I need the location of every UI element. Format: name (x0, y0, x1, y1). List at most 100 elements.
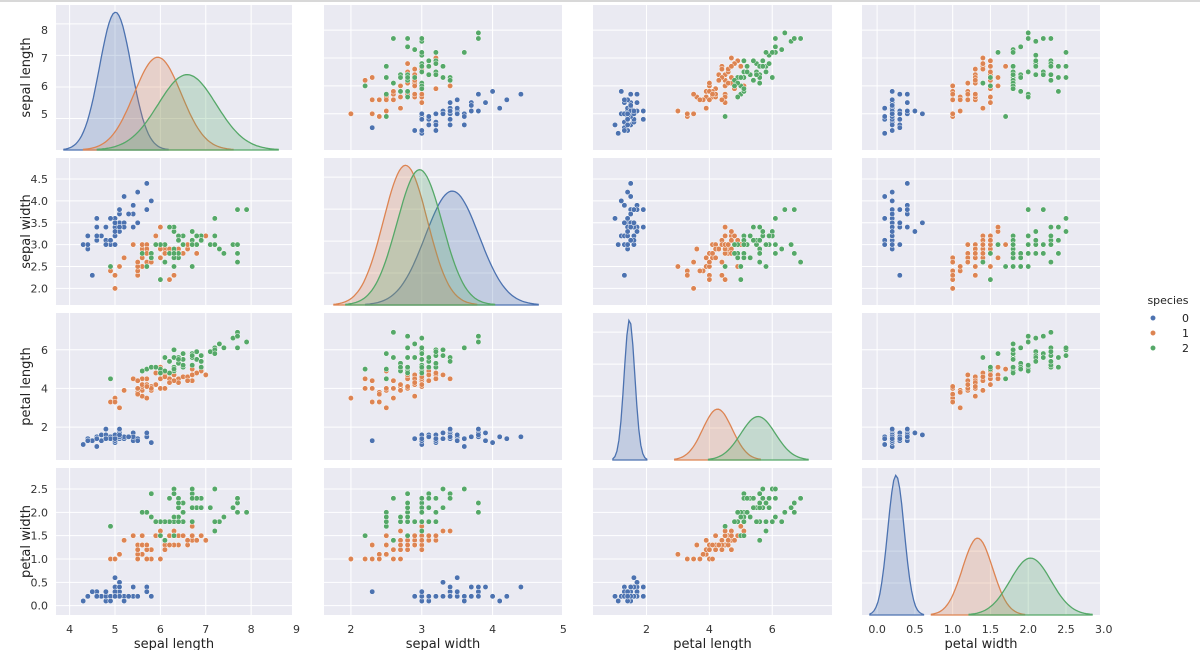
scatter-point-species-1 (411, 393, 418, 400)
scatter-point-species-2 (756, 224, 763, 231)
scatter-point-species-2 (763, 68, 769, 75)
scatter-point-species-2 (1017, 43, 1024, 50)
scatter-point-species-2 (1055, 63, 1062, 70)
scatter-point-species-2 (161, 259, 168, 266)
scatter-point-species-2 (440, 486, 446, 492)
scatter-point-species-2 (216, 246, 223, 252)
panel-r2-c2 (593, 313, 832, 460)
scatter-point-species-2 (1063, 228, 1069, 235)
scatter-point-species-0 (640, 224, 647, 231)
legend-title: species (1147, 294, 1188, 307)
scatter-point-species-1 (112, 556, 118, 562)
scatter-point-species-0 (881, 215, 888, 222)
scatter-point-species-0 (896, 206, 903, 213)
scatter-point-species-0 (904, 206, 911, 213)
scatter-point-species-1 (709, 542, 716, 548)
scatter-point-species-2 (475, 509, 482, 516)
scatter-point-species-2 (1063, 74, 1069, 81)
scatter-point-species-0 (125, 211, 132, 217)
scatter-point-species-1 (987, 99, 994, 106)
scatter-point-species-1 (143, 383, 150, 390)
scatter-point-species-2 (418, 35, 425, 42)
scatter-point-species-2 (1047, 348, 1054, 355)
scatter-point-species-0 (134, 437, 141, 444)
scatter-point-species-0 (640, 116, 647, 123)
x-tick-label: 9 (293, 623, 300, 636)
scatter-point-species-0 (454, 574, 461, 581)
scatter-r0-c2 (612, 29, 804, 137)
scatter-point-species-1 (690, 259, 697, 266)
x-tick-label: 4 (706, 623, 713, 636)
scatter-point-species-1 (143, 395, 150, 402)
scatter-point-species-1 (447, 528, 454, 534)
scatter-point-species-0 (904, 224, 911, 231)
scatter-point-species-0 (904, 433, 911, 440)
scatter-point-species-1 (112, 285, 118, 292)
scatter-point-species-0 (148, 593, 155, 600)
scatter-point-species-1 (957, 389, 964, 396)
scatter-point-species-2 (750, 504, 757, 511)
scatter-point-species-0 (889, 189, 896, 196)
scatter-point-species-0 (107, 237, 114, 244)
scatter-point-species-1 (737, 523, 744, 530)
scatter-point-species-1 (987, 371, 994, 378)
scatter-point-species-0 (612, 121, 618, 128)
scatter-point-species-2 (425, 57, 432, 64)
scatter-point-species-1 (383, 551, 390, 558)
scatter-point-species-0 (640, 108, 647, 114)
scatter-point-species-0 (496, 598, 503, 604)
panel-r2-c3 (862, 313, 1100, 460)
scatter-point-species-2 (404, 344, 411, 351)
y-tick-label: 3.5 (31, 217, 49, 230)
scatter-point-species-1 (979, 387, 986, 394)
scatter-point-species-0 (432, 435, 439, 442)
scatter-point-species-1 (130, 532, 137, 539)
y-axis-label: sepal length (19, 37, 34, 117)
scatter-point-species-1 (134, 259, 141, 266)
scatter-point-species-0 (919, 431, 926, 438)
scatter-point-species-2 (1047, 77, 1054, 84)
scatter-point-species-1 (995, 364, 1001, 371)
scatter-point-species-1 (979, 373, 986, 380)
scatter-point-species-1 (715, 246, 722, 252)
scatter-point-species-1 (964, 259, 971, 266)
scatter-point-species-0 (425, 121, 432, 128)
scatter-point-species-1 (995, 254, 1001, 261)
scatter-point-species-2 (759, 63, 766, 70)
scatter-point-species-1 (964, 371, 971, 378)
scatter-point-species-2 (418, 518, 425, 525)
scatter-point-species-2 (234, 259, 241, 266)
scatter-point-species-2 (747, 514, 754, 520)
scatter-point-species-1 (432, 370, 439, 376)
scatter-point-species-0 (447, 116, 454, 123)
scatter-point-species-0 (889, 211, 896, 217)
scatter-point-species-1 (728, 55, 735, 61)
scatter-point-species-2 (791, 509, 798, 516)
scatter-point-species-0 (130, 202, 137, 209)
scatter-point-species-1 (949, 391, 956, 398)
scatter-point-species-2 (772, 486, 779, 492)
scatter-point-species-2 (175, 518, 182, 525)
scatter-point-species-2 (756, 250, 763, 257)
scatter-point-species-2 (1025, 368, 1032, 374)
scatter-point-species-1 (703, 254, 710, 261)
scatter-point-species-1 (964, 241, 971, 248)
scatter-point-species-0 (447, 426, 454, 433)
x-tick-label: 2.5 (1057, 623, 1075, 636)
scatter-point-species-1 (369, 377, 376, 384)
scatter-point-species-1 (709, 250, 716, 257)
scatter-point-species-2 (418, 335, 425, 342)
scatter-point-species-0 (904, 426, 911, 433)
scatter-point-species-2 (1025, 68, 1032, 75)
scatter-point-species-2 (107, 375, 114, 382)
scatter-point-species-1 (949, 272, 956, 279)
scatter-point-species-2 (1032, 71, 1039, 78)
scatter-point-species-0 (489, 593, 496, 600)
scatter-point-species-0 (621, 202, 628, 209)
scatter-point-species-0 (517, 433, 524, 440)
x-tick-label: 6 (769, 623, 776, 636)
scatter-point-species-1 (706, 80, 713, 87)
scatter-point-species-2 (778, 246, 785, 252)
scatter-point-species-2 (750, 495, 757, 502)
scatter-point-species-1 (690, 110, 697, 117)
